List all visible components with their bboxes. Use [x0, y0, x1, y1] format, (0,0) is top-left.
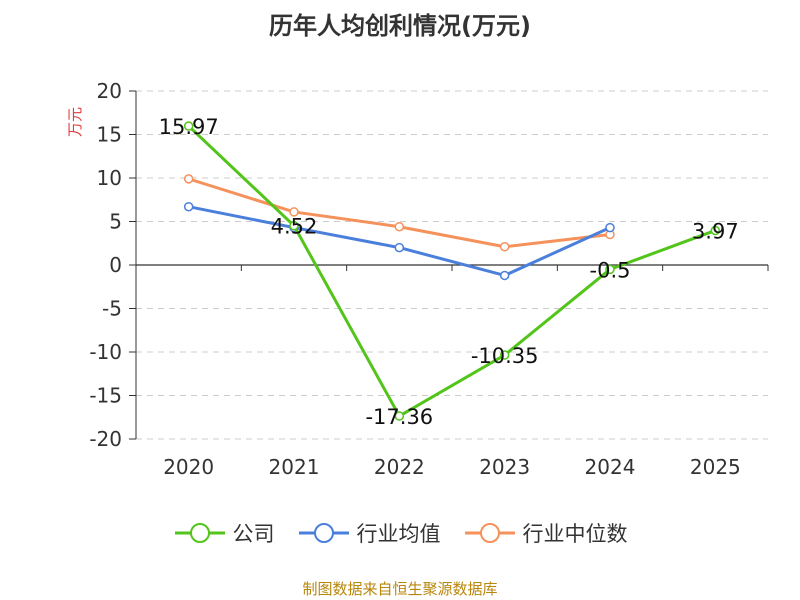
data-point: [394, 221, 405, 232]
legend-item[interactable]: 公司: [173, 518, 275, 548]
data-point: [710, 225, 721, 236]
legend-label: 公司: [232, 522, 275, 546]
data-point: [499, 241, 510, 252]
data-point: [183, 201, 194, 212]
chart-title: 历年人均创利情况(万元): [269, 12, 531, 40]
data-label: 15.97: [159, 115, 219, 139]
y-tick-label: 5: [109, 210, 122, 234]
legend-label: 行业中位数: [522, 522, 628, 546]
data-point: [289, 207, 299, 217]
series-line-0: [187, 124, 716, 418]
y-tick-label: -10: [89, 340, 122, 364]
legend-item[interactable]: 行业均值: [297, 518, 441, 548]
data-point: [605, 222, 615, 233]
y-tick-label: -20: [89, 427, 122, 451]
x-tick-label: 2020: [163, 455, 214, 479]
x-tick-label: 2021: [269, 455, 320, 479]
x-tick-label: 2024: [585, 455, 636, 479]
data-point: [289, 220, 299, 231]
data-point: [499, 350, 510, 360]
y-tick-label: 10: [97, 166, 122, 190]
legend-line-marker-icon: [298, 523, 349, 543]
data-label: 3.97: [692, 219, 739, 243]
data-label: 4.52: [271, 215, 318, 239]
data-label: -17.36: [365, 405, 433, 429]
data-point: [183, 121, 194, 131]
legend-item[interactable]: 行业中位数: [463, 518, 628, 548]
y-tick-label: -15: [89, 384, 122, 408]
data-point: [394, 411, 405, 421]
legend-label: 行业均值: [356, 522, 441, 546]
data-point: [605, 264, 615, 275]
data-point: [499, 270, 510, 281]
y-axis-label: 万元: [66, 107, 84, 137]
x-tick-label: 2023: [479, 455, 530, 479]
y-tick-label: 20: [97, 79, 122, 103]
source-note: 制图数据来自恒生聚源数据库: [302, 580, 498, 598]
y-tick-label: -5: [102, 297, 122, 321]
y-tick-label: 0: [109, 253, 122, 277]
data-point: [394, 242, 405, 253]
data-point: [183, 174, 194, 184]
series-line-2: [188, 177, 611, 249]
data-label: -10.35: [471, 344, 539, 368]
legend-line-marker-icon: [174, 523, 225, 543]
x-tick-label: 2022: [374, 455, 425, 479]
legend: 公司 行业均值 行业中位数: [0, 518, 800, 548]
data-label: -0.5: [590, 258, 631, 282]
y-tick-label: 15: [97, 123, 122, 147]
x-tick-label: 2025: [690, 455, 741, 479]
legend-line-marker-icon: [464, 523, 515, 543]
